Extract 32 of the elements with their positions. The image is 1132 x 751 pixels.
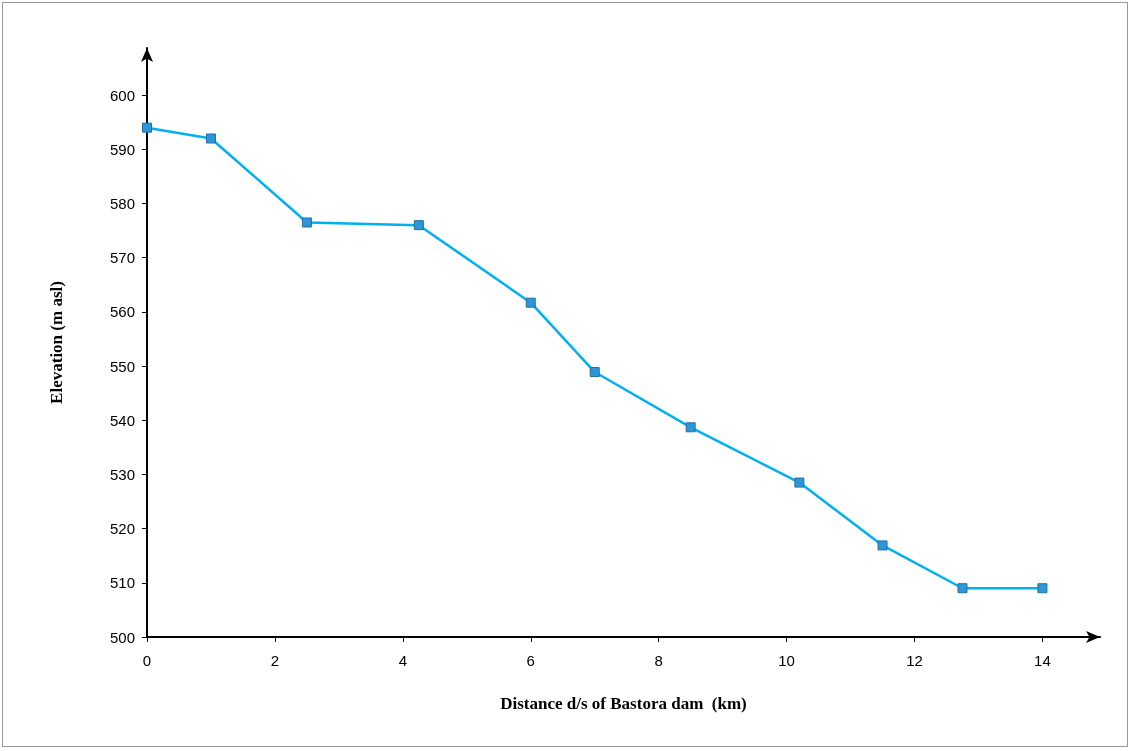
point (1037, 583, 1048, 594)
x-tick-label: 4 (398, 652, 408, 669)
point (301, 217, 312, 228)
point (685, 422, 696, 433)
y-tick-label: 550 (109, 357, 135, 375)
x-tick-label: 0 (142, 652, 152, 669)
x-tick-label: 2 (270, 652, 280, 669)
y-tick-label: 530 (109, 465, 135, 483)
y-tick-label: 520 (109, 520, 135, 538)
x-tick-label: 12 (906, 652, 923, 669)
x-tick-label: 6 (526, 652, 535, 669)
y-tick-label: 500 (109, 628, 135, 646)
y-tick-label: 590 (109, 140, 135, 158)
x-tick-label: 8 (654, 652, 663, 669)
point (589, 367, 600, 378)
y-tick-label: 560 (109, 303, 135, 321)
y-tick-label: 510 (109, 574, 135, 592)
y-tick-label: 540 (109, 411, 135, 429)
x-tick-label: 10 (778, 652, 795, 669)
point (205, 133, 216, 144)
point (957, 583, 968, 594)
y-tick-label: 580 (109, 195, 135, 213)
point (877, 540, 888, 551)
point (794, 477, 805, 488)
point (142, 122, 152, 133)
y-tick-label: 570 (109, 249, 135, 267)
point (413, 220, 424, 231)
y-axis-title: Elevation (m asl) (47, 281, 66, 404)
x-axis-title: Distance d/s of Bastora dam (km) (500, 694, 747, 713)
x-tick-label: 14 (1034, 652, 1051, 669)
point (525, 297, 536, 308)
y-tick-label: 600 (109, 86, 135, 104)
